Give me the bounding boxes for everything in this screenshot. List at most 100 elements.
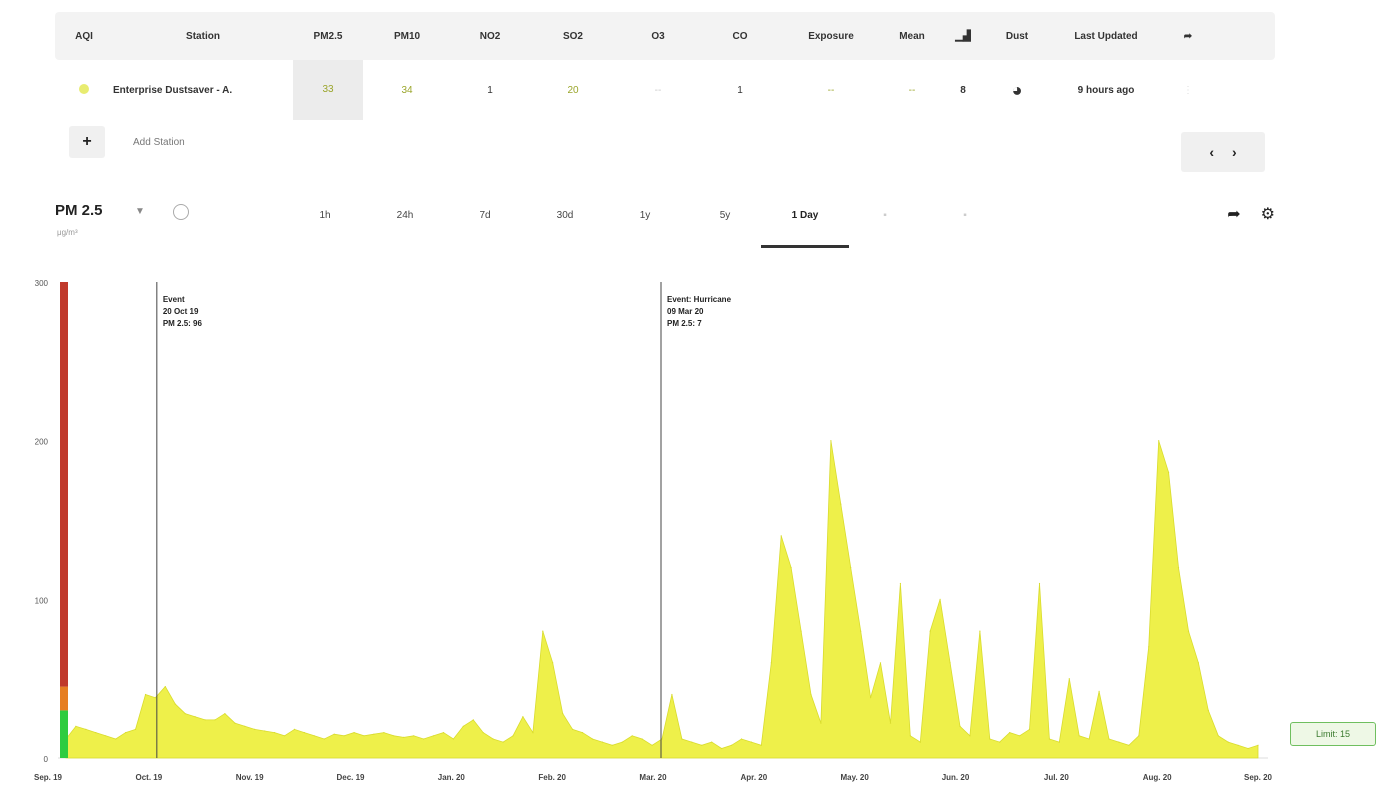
- x-tick-label: Sep. 20: [1244, 773, 1273, 782]
- exposure-value: --: [827, 84, 835, 96]
- station-name[interactable]: Enterprise Dustsaver - A.: [113, 84, 233, 96]
- data-point: [1257, 744, 1259, 746]
- event-annotation-text: PM 2.5: 7: [667, 319, 702, 328]
- add-station-label: Add Station: [133, 136, 185, 148]
- col-o3[interactable]: O3: [651, 30, 665, 42]
- pm25-value: 33: [293, 60, 363, 120]
- add-station-button[interactable]: +: [69, 126, 105, 158]
- station-table: AQI Station PM2.5 PM10 NO2 SO2 O3 CO Exp…: [55, 12, 1275, 172]
- data-point: [214, 719, 216, 721]
- chevron-down-icon[interactable]: ▼: [135, 206, 145, 217]
- data-point: [661, 738, 663, 740]
- data-point: [492, 738, 494, 740]
- data-point: [403, 736, 405, 738]
- data-point: [651, 744, 653, 746]
- data-point: [462, 725, 464, 727]
- data-point: [303, 732, 305, 734]
- data-point: [601, 741, 604, 743]
- data-point: [1247, 747, 1249, 750]
- data-point: [1217, 735, 1219, 737]
- data-point: [790, 567, 792, 569]
- col-so2[interactable]: SO2: [562, 30, 583, 42]
- range-tab-1day[interactable]: 1 Day: [761, 196, 849, 248]
- col-aqi[interactable]: AQI: [75, 30, 93, 42]
- range-tab-1h[interactable]: 1h: [319, 210, 331, 221]
- col-pm25[interactable]: PM2.5: [313, 30, 343, 42]
- data-point: [621, 741, 623, 743]
- range-tab-1y[interactable]: 1y: [639, 210, 651, 221]
- data-point: [562, 713, 564, 715]
- next-page-button[interactable]: ›: [1232, 144, 1237, 160]
- data-point: [472, 719, 474, 721]
- data-point: [631, 735, 633, 737]
- x-tick-label: Feb. 20: [538, 773, 566, 782]
- share-chart-icon[interactable]: ➦: [1227, 206, 1241, 223]
- data-point: [1019, 735, 1021, 737]
- data-point: [512, 735, 514, 737]
- data-point: [770, 662, 772, 664]
- data-point: [740, 738, 743, 740]
- aqi-scale-band: [60, 710, 68, 758]
- col-dust[interactable]: Dust: [1005, 30, 1029, 42]
- col-last-updated[interactable]: Last Updated: [1074, 30, 1138, 42]
- info-icon[interactable]: [173, 204, 189, 220]
- data-point: [502, 741, 504, 743]
- range-tab-7d[interactable]: 7d: [479, 210, 491, 221]
- mean-value: --: [908, 84, 916, 96]
- range-tab-extra-1[interactable]: ▪: [883, 210, 887, 221]
- add-station-row[interactable]: + Add Station: [55, 120, 1275, 164]
- col-pm10[interactable]: PM10: [393, 30, 421, 42]
- range-tab-30d[interactable]: 30d: [556, 210, 574, 221]
- data-point: [1158, 440, 1160, 442]
- data-point: [154, 697, 156, 699]
- data-point: [204, 719, 206, 721]
- data-point: [393, 735, 395, 737]
- data-point: [283, 735, 286, 737]
- share-icon[interactable]: ➦: [1183, 30, 1193, 42]
- event-annotation-text: PM 2.5: 96: [163, 319, 203, 328]
- x-tick-label: Aug. 20: [1143, 773, 1172, 782]
- data-point: [432, 735, 435, 737]
- data-point: [95, 732, 97, 734]
- settings-gear-icon[interactable]: ⚙: [1260, 206, 1275, 223]
- range-tab-24h[interactable]: 24h: [396, 210, 414, 221]
- data-point: [999, 741, 1001, 743]
- data-point: [144, 693, 147, 696]
- col-station[interactable]: Station: [186, 30, 220, 42]
- data-point: [134, 728, 137, 730]
- row-menu-icon[interactable]: ⋮: [1183, 84, 1193, 96]
- dust-gauge-icon[interactable]: ◕: [1011, 79, 1023, 100]
- rating-value: 8: [960, 84, 966, 96]
- data-point: [959, 725, 961, 727]
- data-point: [949, 662, 951, 664]
- chart-tools: ➦ ⚙: [1227, 204, 1275, 224]
- event-annotation-text: Event: Hurricane: [667, 295, 732, 304]
- event-annotation-text: 09 Mar 20: [667, 307, 704, 316]
- prev-page-button[interactable]: ‹: [1209, 144, 1214, 160]
- col-no2[interactable]: NO2: [479, 30, 501, 42]
- pager: ‹ ›: [1181, 132, 1265, 172]
- data-point: [383, 732, 385, 734]
- o3-value: --: [654, 84, 662, 96]
- data-point: [1088, 738, 1090, 740]
- range-tab-5y[interactable]: 5y: [719, 210, 731, 221]
- aqi-dot: [55, 83, 113, 97]
- data-point: [681, 738, 683, 740]
- col-co[interactable]: CO: [732, 30, 748, 42]
- range-tab-extra-2[interactable]: ▪: [963, 210, 967, 221]
- col-rating-icon[interactable]: ▁▟: [955, 30, 971, 42]
- col-mean[interactable]: Mean: [899, 30, 925, 42]
- data-point: [105, 735, 107, 737]
- data-point: [353, 732, 355, 734]
- data-point: [760, 744, 762, 746]
- x-tick-label: Nov. 19: [236, 773, 264, 782]
- event-annotation-text: Event: [163, 295, 185, 304]
- data-point: [1237, 744, 1239, 746]
- table-row[interactable]: Enterprise Dustsaver - A. 33 34 1 20 -- …: [55, 60, 1275, 120]
- metric-selector[interactable]: PM 2.5: [55, 202, 103, 219]
- data-point: [641, 738, 643, 740]
- col-exposure[interactable]: Exposure: [808, 30, 854, 42]
- aqi-scale-band: [60, 686, 68, 711]
- so2-value: 20: [567, 84, 579, 96]
- data-point: [313, 735, 315, 737]
